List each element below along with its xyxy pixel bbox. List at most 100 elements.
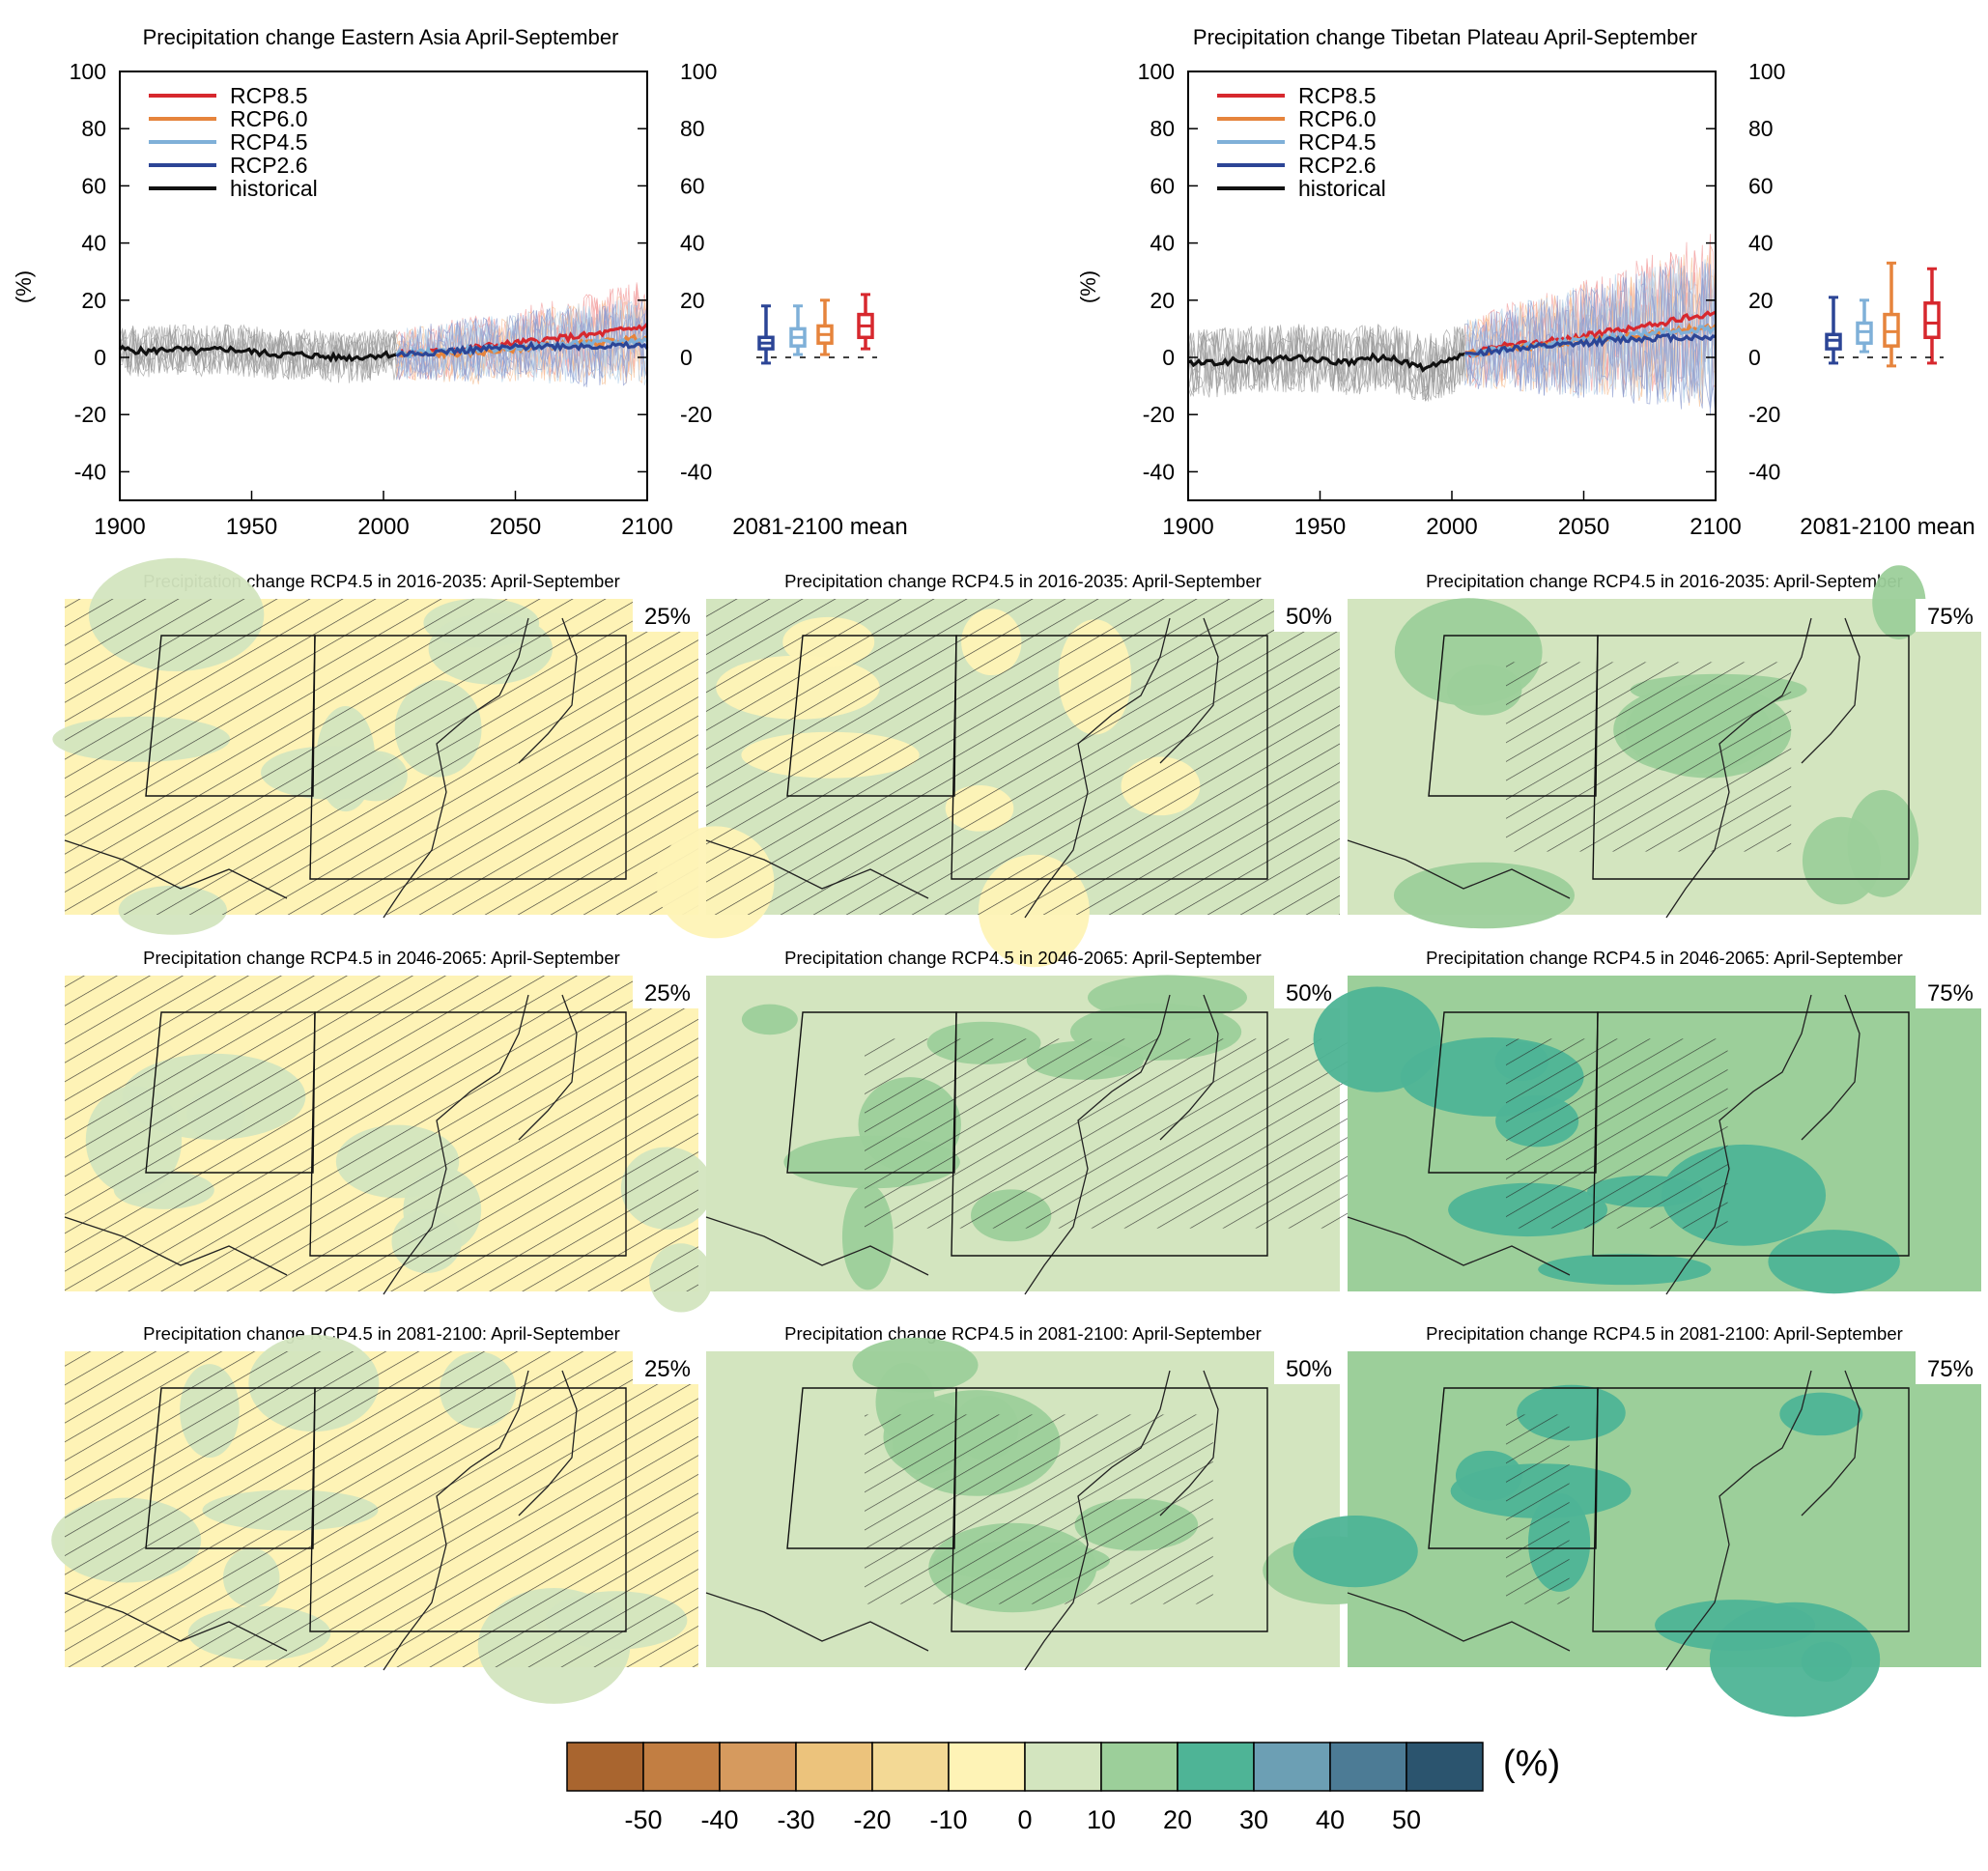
colorbar-tick-label: -50 <box>624 1805 662 1834</box>
coastline <box>64 839 288 899</box>
legend-label: RCP4.5 <box>1298 129 1377 155</box>
x-tick-label: 2000 <box>1426 514 1477 540</box>
box-body <box>1923 301 1941 340</box>
map-region <box>1393 862 1576 929</box>
colorbar-cell <box>1253 1742 1331 1792</box>
map-region <box>1655 1600 1816 1651</box>
map-panel: Precipitation change RCP4.5 in 2081-2100… <box>51 1323 698 1704</box>
significance-hatching <box>65 976 698 1291</box>
y-tick-label: -40 <box>74 459 106 484</box>
region-box-tibetan-plateau <box>1428 635 1599 797</box>
ts-ylabel: (%) <box>12 270 36 303</box>
x-tick-label: 1900 <box>1162 514 1213 540</box>
colorbar-cell <box>1406 1742 1484 1792</box>
map-region <box>1801 1641 1852 1683</box>
colorbar-tick-label: 0 <box>1017 1805 1032 1834</box>
y-tick-label: 0 <box>1162 345 1175 370</box>
colorbar-cell <box>566 1742 644 1792</box>
colorbar-tick-label: -20 <box>853 1805 891 1834</box>
y-tick-label: 40 <box>1150 231 1175 256</box>
coastline <box>64 1592 288 1652</box>
region-box-eastern-asia <box>309 635 627 880</box>
coastline <box>1801 994 1860 1141</box>
map-region <box>1538 1254 1712 1286</box>
percentile-badge <box>1274 599 1340 632</box>
colorbar-cell <box>1177 1742 1255 1792</box>
x-tick-label: 2050 <box>490 514 541 540</box>
y-tick-label: -20 <box>1748 402 1780 427</box>
significance-hatching <box>1506 1038 1728 1229</box>
significance-hatching <box>1506 1414 1570 1604</box>
ensemble-line-historical <box>1187 325 1466 401</box>
map-region <box>1872 565 1926 640</box>
colorbar-tick-label: -30 <box>777 1805 814 1834</box>
percentile-badge <box>1916 976 1981 1008</box>
legend-label: RCP6.0 <box>230 106 308 131</box>
x-tick-label: 2100 <box>1690 514 1741 540</box>
percentile-badge <box>1274 976 1340 1008</box>
map-panel: Precipitation change RCP4.5 in 2046-2065… <box>1313 948 1981 1295</box>
y-tick-label: -20 <box>1143 402 1175 427</box>
coastline <box>1159 994 1219 1141</box>
map-title: Precipitation change RCP4.5 in 2016-2035… <box>784 571 1262 591</box>
coastline <box>705 1216 929 1276</box>
ensemble-line-historical <box>119 324 398 383</box>
legend-label: RCP8.5 <box>230 83 308 108</box>
region-box-tibetan-plateau <box>1428 1387 1599 1549</box>
map-region <box>1292 1515 1418 1588</box>
percentile-badge <box>633 599 698 632</box>
x-tick-label: 2050 <box>1558 514 1609 540</box>
map-title: Precipitation change RCP4.5 in 2016-2035… <box>1426 571 1903 591</box>
box-label: 2081-2100 mean <box>732 514 907 540</box>
region-box-tibetan-plateau <box>1428 1011 1599 1174</box>
percentile-label: 50% <box>1286 604 1332 630</box>
y-tick-label: 0 <box>94 345 106 370</box>
y-tick-label: 80 <box>1150 116 1175 141</box>
legend-label: historical <box>230 176 318 201</box>
y-tick-label: 0 <box>1748 345 1761 370</box>
colorbar-cell <box>871 1742 950 1792</box>
series-line-rcp26 <box>395 340 649 358</box>
region-box-tibetan-plateau <box>786 1387 957 1549</box>
map-region <box>1446 664 1522 716</box>
region-box-eastern-asia <box>1592 635 1910 880</box>
percentile-badge <box>1916 599 1981 632</box>
map-region <box>1768 1230 1900 1294</box>
colorbar-cell <box>795 1742 873 1792</box>
ensemble-line-historical <box>119 326 398 380</box>
y-tick-label: -20 <box>74 402 106 427</box>
colorbar-tick-label: 10 <box>1087 1805 1116 1834</box>
y-tick-label: 20 <box>81 288 106 313</box>
x-tick-label: 1950 <box>1294 514 1346 540</box>
legend-label: RCP6.0 <box>1298 106 1377 131</box>
x-tick-label: 2000 <box>357 514 409 540</box>
percentile-label: 25% <box>644 604 691 630</box>
coastline <box>1801 1370 1860 1517</box>
series-line-historical <box>1187 352 1466 373</box>
percentile-label: 50% <box>1286 1356 1332 1382</box>
x-tick-label: 1950 <box>226 514 277 540</box>
region-box-tibetan-plateau <box>145 635 316 797</box>
region-box-tibetan-plateau <box>145 1011 316 1174</box>
coastline <box>1347 839 1571 899</box>
coastline <box>518 1370 578 1517</box>
percentile-label: 50% <box>1286 980 1332 1006</box>
y-tick-label: 20 <box>1748 288 1774 313</box>
ensemble-line-historical <box>119 326 398 380</box>
y-tick-label: 100 <box>680 59 717 84</box>
map-panel: Precipitation change RCP4.5 in 2016-2035… <box>656 571 1340 968</box>
coastline <box>705 839 929 899</box>
legend-label: RCP2.6 <box>1298 153 1377 178</box>
y-tick-label: -40 <box>1143 459 1175 484</box>
ensemble-line-historical <box>119 325 398 383</box>
percentile-badge <box>1916 1351 1981 1384</box>
colorbar: (%) -50 -40 -30 -20 -10 0 10 20 30 40 50 <box>566 1742 1560 1834</box>
box-label: 2081-2100 mean <box>1800 514 1974 540</box>
y-tick-label: 60 <box>81 173 106 198</box>
ts-ylabel: (%) <box>1076 270 1100 303</box>
x-tick-label: 2100 <box>621 514 672 540</box>
coastline <box>1024 617 1171 919</box>
